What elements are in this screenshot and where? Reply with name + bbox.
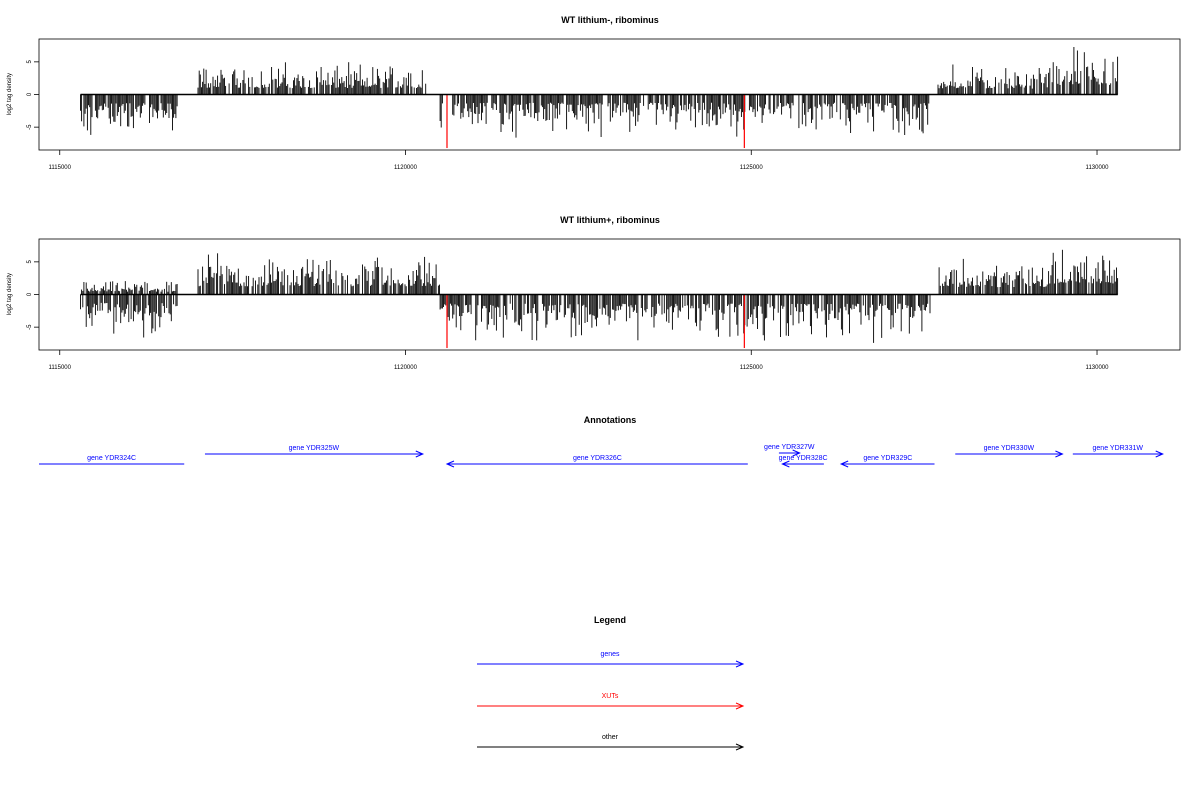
gene-arrowhead-icon bbox=[1055, 450, 1064, 458]
x-tick-label: 1125000 bbox=[740, 365, 764, 371]
legend-arrowhead-icon bbox=[735, 743, 745, 751]
gene-feature: gene YDR327W bbox=[764, 444, 815, 457]
gene-feature: gene YDR329C bbox=[839, 455, 935, 468]
legend-arrowhead-icon bbox=[735, 660, 745, 668]
gene-arrowhead-icon bbox=[839, 460, 849, 468]
x-tick-label: 1125000 bbox=[740, 165, 764, 171]
y-axis: -5 0 5 bbox=[27, 60, 39, 130]
x-tick-label: 1115000 bbox=[49, 165, 72, 171]
gene-list: gene YDR324C gene YDR325W gene YDR326C gene… bbox=[39, 444, 1164, 468]
annotations-title: Annotations bbox=[584, 415, 637, 425]
x-tick-label: 1130000 bbox=[1086, 165, 1110, 171]
y-tick-label: -5 bbox=[27, 324, 33, 330]
gene-arrowhead-icon bbox=[415, 450, 425, 458]
x-axis: 1115000 1120000 1125000 1130000 bbox=[49, 350, 1110, 371]
x-axis: 1115000 1120000 1125000 1130000 bbox=[49, 150, 1110, 171]
x-tick-label: 1130000 bbox=[1086, 365, 1110, 371]
gene-feature: gene YDR326C bbox=[445, 455, 748, 468]
legend-item: XUTs bbox=[477, 693, 745, 710]
y-tick-label: 0 bbox=[27, 92, 33, 96]
legend: Legend genes XUTs other bbox=[477, 615, 745, 751]
track-title: WT lithium-, ribominus bbox=[561, 15, 659, 25]
gene-feature: gene YDR328C bbox=[779, 455, 828, 468]
x-tick-label: 1115000 bbox=[49, 365, 72, 371]
legend-items: genes XUTs other bbox=[477, 651, 745, 751]
y-tick-label: 0 bbox=[27, 292, 33, 296]
legend-item: other bbox=[477, 734, 745, 751]
track-panel-lithium-minus: WT lithium-, ribominus log2 tag density … bbox=[7, 15, 1181, 171]
y-axis-label: log2 tag density bbox=[7, 273, 13, 315]
gene-arrowhead-icon bbox=[792, 449, 801, 457]
y-tick-label: -5 bbox=[27, 124, 33, 130]
gene-label: gene YDR327W bbox=[764, 444, 815, 451]
track-title: WT lithium+, ribominus bbox=[560, 215, 660, 225]
coverage-bars bbox=[80, 249, 1119, 349]
track-panel-lithium-plus: WT lithium+, ribominus log2 tag density … bbox=[7, 215, 1181, 371]
legend-label: genes bbox=[600, 651, 620, 658]
gene-arrowhead-icon bbox=[445, 460, 455, 468]
gene-label: gene YDR331W bbox=[1093, 445, 1144, 452]
gene-label: gene YDR325W bbox=[289, 445, 340, 452]
legend-item: genes bbox=[477, 651, 745, 668]
gene-feature: gene YDR324C bbox=[39, 455, 185, 465]
y-axis-label: log2 tag density bbox=[7, 73, 13, 115]
coverage-bars bbox=[80, 47, 1119, 149]
gene-label: gene YDR329C bbox=[863, 455, 912, 462]
y-tick-label: 5 bbox=[27, 260, 33, 264]
x-tick-label: 1120000 bbox=[394, 365, 418, 371]
gene-feature: gene YDR330W bbox=[955, 445, 1064, 458]
gene-arrowhead-icon bbox=[1155, 450, 1164, 458]
gene-feature: gene YDR331W bbox=[1072, 445, 1164, 458]
y-tick-label: 5 bbox=[27, 60, 33, 64]
gene-label: gene YDR328C bbox=[779, 455, 828, 462]
legend-title: Legend bbox=[594, 615, 626, 625]
legend-label: XUTs bbox=[602, 693, 619, 700]
x-tick-label: 1120000 bbox=[394, 165, 418, 171]
gene-label: gene YDR326C bbox=[573, 455, 622, 462]
gene-arrowhead-icon bbox=[781, 460, 790, 468]
gene-label: gene YDR330W bbox=[984, 445, 1035, 452]
gene-feature: gene YDR325W bbox=[204, 445, 425, 458]
y-axis: -5 0 5 bbox=[27, 260, 39, 330]
legend-label: other bbox=[602, 734, 619, 741]
gene-label: gene YDR324C bbox=[87, 455, 136, 462]
legend-arrowhead-icon bbox=[735, 702, 745, 710]
